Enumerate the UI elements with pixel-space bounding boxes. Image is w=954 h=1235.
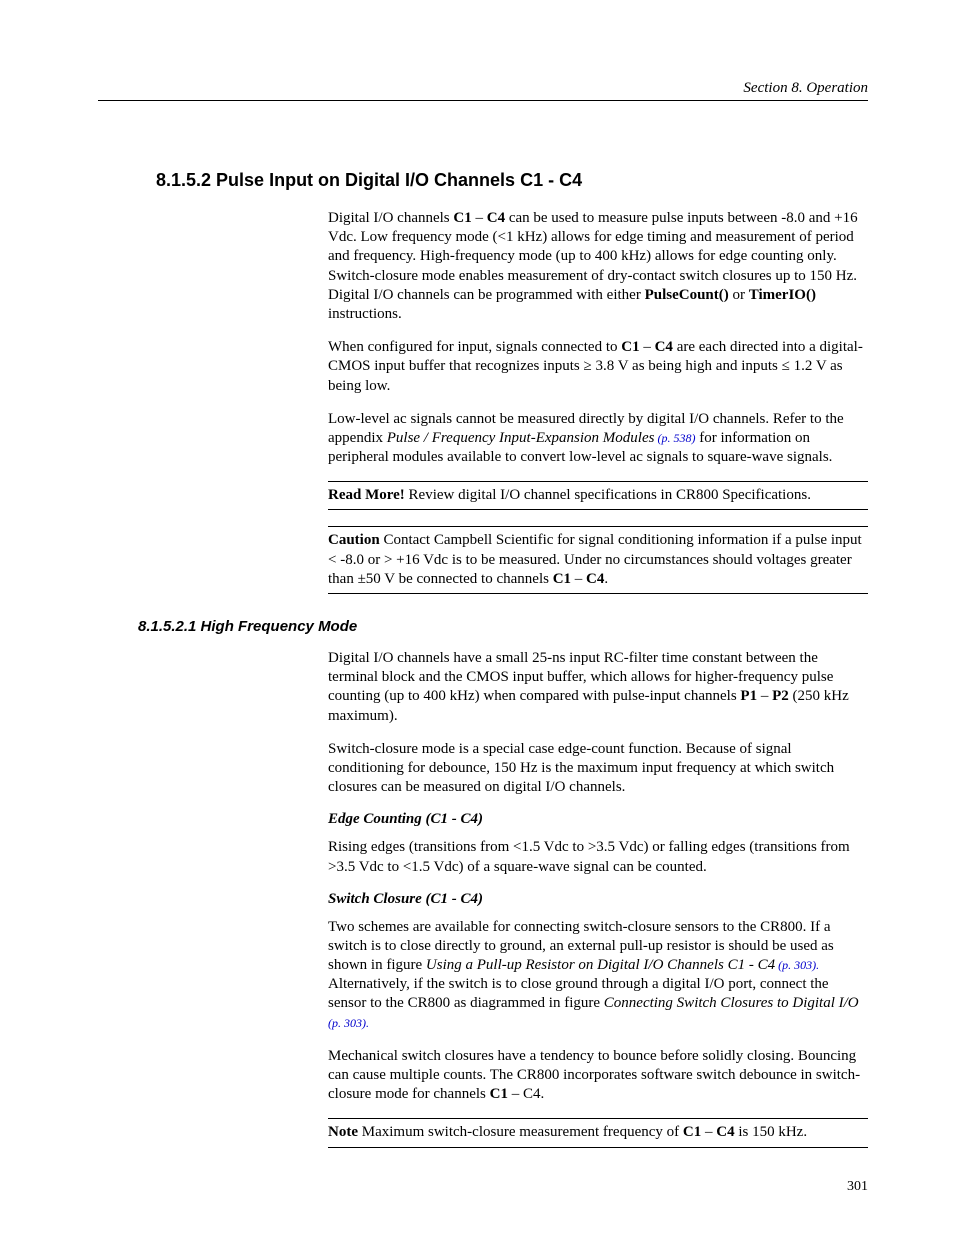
section-heading-8-1-5-2-1: 8.1.5.2.1 High Frequency Mode — [138, 618, 868, 635]
text: – — [757, 688, 772, 704]
text: Maximum switch-closure measurement frequ… — [358, 1124, 683, 1140]
text: is 150 kHz. — [735, 1124, 808, 1140]
page-reference-link[interactable]: (p. 303). — [328, 1016, 369, 1030]
channel-c4: C4 — [655, 339, 673, 355]
channel-c4: C4 — [716, 1124, 734, 1140]
note-box: Note Maximum switch-closure measurement … — [328, 1118, 868, 1147]
timerio-fn: TimerIO() — [749, 287, 816, 303]
text: Digital I/O channels — [328, 210, 453, 226]
channel-c1: C1 — [553, 571, 571, 587]
channel-c1: C1 — [683, 1124, 701, 1140]
paragraph: Mechanical switch closures have a tenden… — [328, 1047, 868, 1105]
read-more-label: Read More! — [328, 487, 405, 503]
channel-c4: C4 — [487, 210, 505, 226]
paragraph: Low-level ac signals cannot be measured … — [328, 410, 868, 468]
appendix-title: Pulse / Frequency Input-Expansion Module… — [387, 430, 655, 446]
page-number: 301 — [847, 1179, 868, 1195]
channel-c1: C1 — [490, 1086, 508, 1102]
paragraph: Digital I/O channels have a small 25-ns … — [328, 649, 868, 726]
figure-title: Connecting Switch Closures to Digital I/… — [604, 995, 859, 1011]
paragraph: Switch-closure mode is a special case ed… — [328, 740, 868, 798]
text: – C4. — [508, 1086, 544, 1102]
caution-label: Caution — [328, 532, 380, 548]
channel-p1: P1 — [740, 688, 757, 704]
page: Section 8. Operation 8.1.5.2 Pulse Input… — [0, 0, 954, 1235]
text: – — [640, 339, 655, 355]
note-label: Note — [328, 1124, 358, 1140]
text: When configured for input, signals conne… — [328, 339, 621, 355]
body-block: Digital I/O channels C1 – C4 can be used… — [328, 209, 868, 594]
paragraph: Rising edges (transitions from <1.5 Vdc … — [328, 838, 868, 876]
text: Review digital I/O channel specification… — [405, 487, 811, 503]
paragraph: When configured for input, signals conne… — [328, 338, 868, 396]
text: Mechanical switch closures have a tenden… — [328, 1048, 860, 1102]
channel-c4: C4 — [586, 571, 604, 587]
text: – — [571, 571, 586, 587]
content-area: 8.1.5.2 Pulse Input on Digital I/O Chann… — [98, 170, 868, 1148]
text: instructions. — [328, 306, 402, 322]
channel-c1: C1 — [621, 339, 639, 355]
text: or — [729, 287, 749, 303]
figure-title: Using a Pull-up Resistor on Digital I/O … — [426, 957, 775, 973]
caution-box: Caution Contact Campbell Scientific for … — [328, 526, 868, 594]
pulsecount-fn: PulseCount() — [645, 287, 729, 303]
paragraph: Two schemes are available for connecting… — [328, 918, 868, 1033]
page-reference-link[interactable]: (p. 538) — [654, 431, 695, 445]
text: – — [701, 1124, 716, 1140]
text: . — [604, 571, 608, 587]
body-block: Digital I/O channels have a small 25-ns … — [328, 649, 868, 1148]
text: – — [472, 210, 487, 226]
channel-p2: P2 — [772, 688, 789, 704]
channel-c1: C1 — [453, 210, 471, 226]
page-reference-link[interactable]: (p. 303). — [775, 958, 819, 972]
switch-closure-heading: Switch Closure (C1 - C4) — [328, 891, 868, 908]
running-head: Section 8. Operation — [743, 80, 868, 97]
section-heading-8-1-5-2: 8.1.5.2 Pulse Input on Digital I/O Chann… — [156, 170, 868, 191]
header-rule — [98, 100, 868, 101]
paragraph: Digital I/O channels C1 – C4 can be used… — [328, 209, 868, 324]
edge-counting-heading: Edge Counting (C1 - C4) — [328, 811, 868, 828]
read-more-box: Read More! Review digital I/O channel sp… — [328, 481, 868, 510]
